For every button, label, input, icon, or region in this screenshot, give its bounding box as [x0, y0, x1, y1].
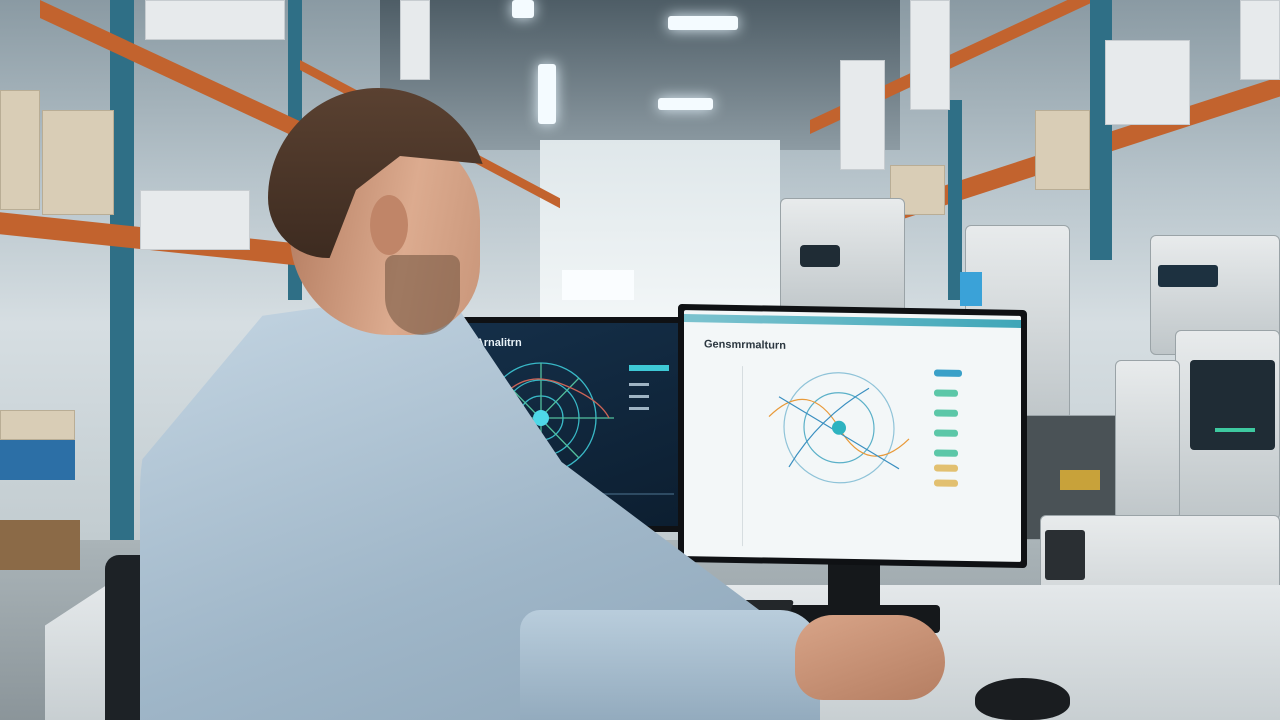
computer-mouse [975, 678, 1070, 720]
back-window [562, 270, 634, 300]
right-monitor: Gensmrmalturn [678, 303, 1027, 569]
ceiling-light [538, 64, 556, 124]
network-chart-graphic [768, 372, 910, 484]
right-monitor-screen: Gensmrmalturn [684, 310, 1021, 562]
ceiling-light [668, 16, 738, 30]
ceiling-light [658, 98, 713, 110]
ceiling-light [512, 0, 534, 18]
hand [795, 615, 945, 700]
right-screen-title: Gensmrmalturn [704, 338, 786, 352]
